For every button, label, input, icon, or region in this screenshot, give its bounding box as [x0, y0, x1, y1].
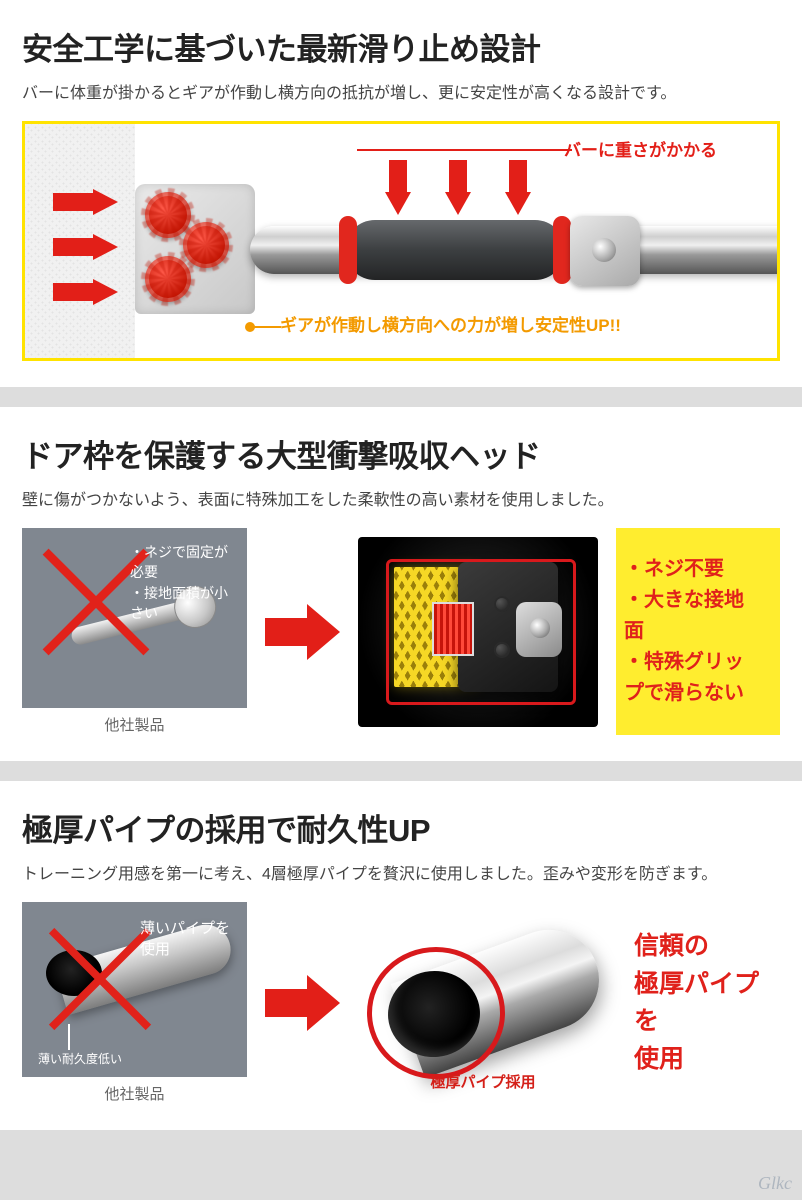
competitor-block: 薄い耐久度低い 薄いパイプを使用 他社製品: [22, 902, 247, 1104]
thin-annotation: 薄い耐久度低い: [38, 1050, 122, 1067]
head-body: [458, 562, 558, 692]
caption-weight: バーに重さがかかる: [564, 136, 717, 161]
arrow-down-icon: [445, 160, 471, 215]
arrow-right-icon: [265, 602, 340, 662]
list-item: ネジで固定が必要: [130, 542, 235, 583]
text-line: 使用: [634, 1041, 780, 1079]
arrow-right-icon: [53, 279, 118, 305]
section3-title: 極厚パイプの採用で耐久性UP: [22, 805, 780, 850]
section2-title: ドア枠を保護する大型衝撃吸収ヘッド: [22, 431, 780, 476]
feature-text: 信頼の 極厚パイプを 使用: [626, 928, 780, 1078]
competitor-pipe-text: 薄いパイプを使用: [140, 918, 235, 960]
arrow-down-icon: [385, 160, 411, 215]
section-anti-slip: 安全工学に基づいた最新滑り止め設計 バーに体重が掛かるとギアが作動し横方向の抵抗…: [0, 0, 802, 387]
section3-subtitle: トレーニング用感を第一に考え、4層極厚パイプを贅沢に使用しました。歪みや変形を防…: [22, 860, 780, 884]
competitor-pipe-image: 薄い耐久度低い 薄いパイプを使用: [22, 902, 247, 1077]
bar-joint: [570, 216, 640, 286]
text-line: 極厚パイプを: [634, 966, 780, 1041]
list-item: ネジ不要: [624, 554, 762, 585]
bolt-icon: [494, 642, 510, 658]
list-item: 接地面積が小さい: [130, 583, 235, 624]
pipe-hole-icon: [46, 950, 102, 996]
callout-line: [357, 149, 572, 151]
gear-housing: [135, 184, 255, 314]
text-line: 信頼の: [634, 928, 780, 966]
section1-title: 安全工学に基づいた最新滑り止め設計: [22, 24, 780, 69]
competitor-caption: 他社製品: [22, 714, 247, 735]
watermark: Glkc: [758, 1173, 792, 1194]
competitor-points: ネジで固定が必要 接地面積が小さい: [130, 542, 235, 623]
callout-line: [251, 326, 281, 328]
section1-subtitle: バーに体重が掛かるとギアが作動し横方向の抵抗が増し、更に安定性が高くなる設計です…: [22, 79, 780, 103]
list-item: 特殊グリップで滑らない: [624, 647, 762, 709]
bolt-icon: [494, 596, 510, 612]
thick-pipe-caption: 極厚パイプ採用: [358, 1071, 608, 1092]
thick-pipe-image: 極厚パイプ採用: [358, 911, 608, 1096]
highlight-ring: [367, 947, 505, 1079]
gear-icon: [183, 222, 229, 268]
arrow-right-icon: [265, 973, 340, 1033]
section1-graphic: バーに重さがかかる ギアが作動し横方向への力が増し安定性UP!!: [22, 121, 780, 361]
gear-icon: [145, 256, 191, 302]
arrow-right-icon: [53, 234, 118, 260]
product-head-image: [358, 537, 598, 727]
reflector-icon: [432, 602, 474, 656]
caption-gear: ギアが作動し横方向への力が増し安定性UP!!: [280, 311, 621, 336]
section-thick-pipe: 極厚パイプの採用で耐久性UP トレーニング用感を第一に考え、4層極厚パイプを贅沢…: [0, 781, 802, 1130]
competitor-caption: 他社製品: [22, 1083, 247, 1104]
section2-subtitle: 壁に傷がつかないよう、表面に特殊加工をした柔軟性の高い素材を使用しました。: [22, 486, 780, 510]
foam-grip: [345, 220, 565, 280]
arrow-down-icon: [505, 160, 531, 215]
list-item: 大きな接地面: [624, 585, 762, 647]
feature-bullets: ネジ不要 大きな接地面 特殊グリップで滑らない: [616, 528, 780, 735]
arrow-right-icon: [53, 189, 118, 215]
mount-bracket: [516, 602, 562, 657]
section-shock-head: ドア枠を保護する大型衝撃吸収ヘッド 壁に傷がつかないよう、表面に特殊加工をした柔…: [0, 407, 802, 761]
competitor-block: ネジで固定が必要 接地面積が小さい 他社製品: [22, 528, 247, 735]
